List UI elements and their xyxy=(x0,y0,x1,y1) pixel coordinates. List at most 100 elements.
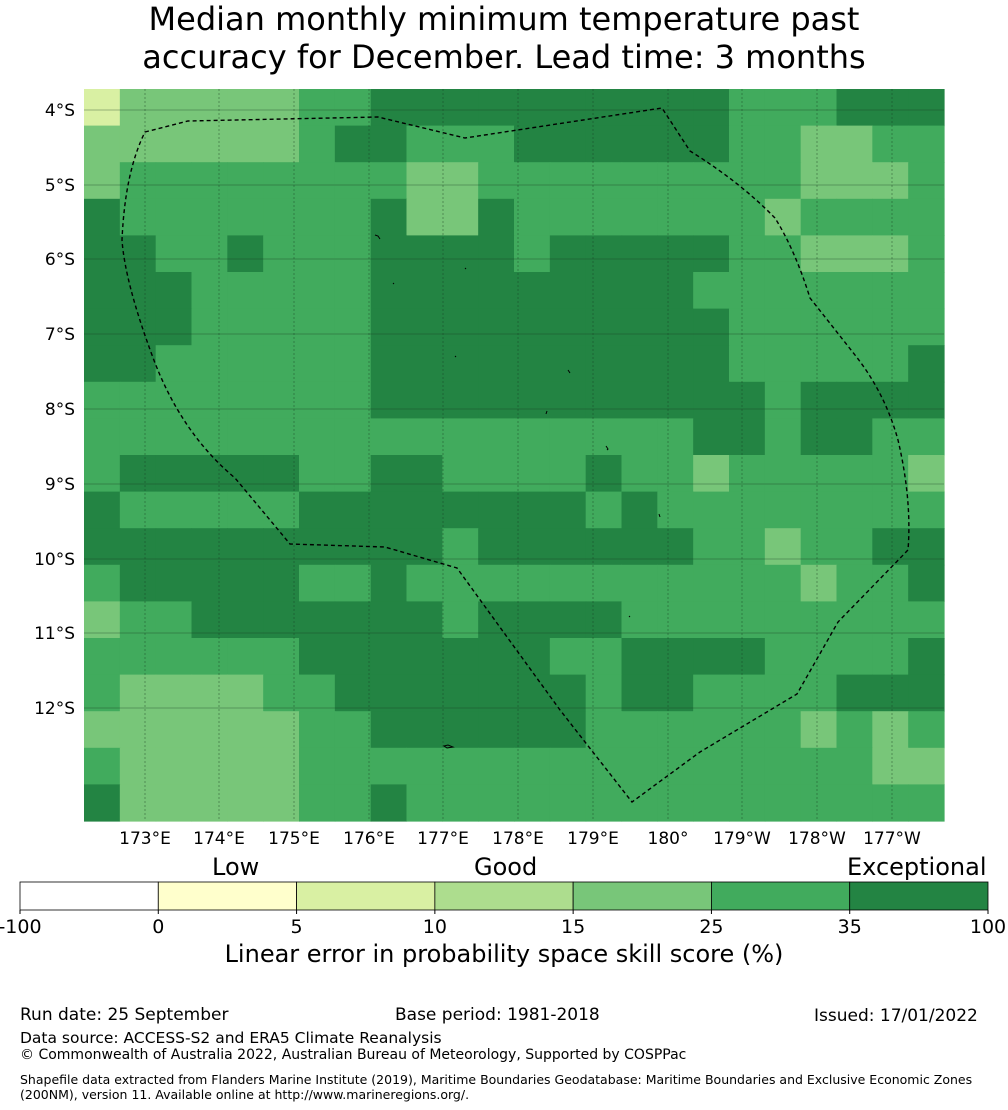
grid-cell xyxy=(549,272,587,310)
colorbar-segment xyxy=(849,881,989,911)
longitude-label: 178°E xyxy=(492,829,544,849)
grid-cell xyxy=(800,601,838,639)
grid-cell xyxy=(549,564,587,602)
grid-cell xyxy=(84,272,121,310)
grid-cell xyxy=(334,784,372,822)
grid-cell xyxy=(800,418,838,456)
grid-cell xyxy=(478,455,515,493)
grid-cell xyxy=(227,198,264,236)
grid-cell xyxy=(514,345,551,383)
skill-map: 4°S 5°S 6°S 7°S 8°S 9°S 10°S 11°S 12°S 173°E 174°… xyxy=(0,89,1006,938)
grid-cell xyxy=(442,235,479,273)
grid-cell xyxy=(836,784,873,822)
grid-cell xyxy=(514,528,551,566)
grid-cell xyxy=(155,418,193,456)
grid-cell xyxy=(729,674,766,712)
grid-cell xyxy=(155,162,193,200)
grid-cell xyxy=(334,345,372,383)
latitude-label: 6°S xyxy=(45,250,75,270)
latitude-label: 9°S xyxy=(45,475,75,495)
grid-cell xyxy=(84,125,121,163)
grid-cell xyxy=(621,491,658,529)
grid-cell xyxy=(908,784,945,822)
grid-cell xyxy=(908,381,945,419)
longitude-label: 179°W xyxy=(713,829,771,849)
longitude-label: 178°W xyxy=(788,829,846,849)
longitude-label: 173°E xyxy=(119,829,171,849)
grid-cell xyxy=(657,564,694,602)
grid-cell xyxy=(299,308,336,346)
grid-cell xyxy=(478,711,515,749)
colorbar-tick-label: 100 xyxy=(970,916,1006,938)
grid-cell xyxy=(549,674,587,712)
grid-cell xyxy=(155,381,193,419)
grid-cell xyxy=(191,638,228,676)
grid-cell xyxy=(478,528,515,566)
grid-cell xyxy=(800,308,838,346)
longitude-label: 174°E xyxy=(193,829,245,849)
grid-cell xyxy=(334,198,372,236)
grid-cell xyxy=(585,235,623,273)
grid-cell xyxy=(478,638,515,676)
grid-cell xyxy=(657,198,694,236)
grid-cell xyxy=(764,198,802,236)
grid-cell xyxy=(585,491,623,529)
grid-cell xyxy=(370,418,408,456)
grid-cell xyxy=(908,125,945,163)
grid-cell xyxy=(800,162,838,200)
grid-cell xyxy=(514,308,551,346)
grid-cell xyxy=(764,638,802,676)
grid-cell xyxy=(657,345,694,383)
grid-cell xyxy=(478,198,515,236)
map-title: Median monthly minimum temperature past … xyxy=(0,0,1008,76)
grid-cell xyxy=(84,381,121,419)
grid-cell xyxy=(729,747,766,785)
grid-cell xyxy=(299,601,336,639)
grid-cell xyxy=(836,162,873,200)
grid-cell xyxy=(585,89,623,127)
grid-cell xyxy=(406,528,443,566)
grid-cell xyxy=(549,308,587,346)
grid-cell xyxy=(872,528,909,566)
grid-cell xyxy=(406,272,443,310)
grid-cell xyxy=(764,491,802,529)
grid-cell xyxy=(836,711,873,749)
grid-cell xyxy=(800,235,838,273)
grid-cell xyxy=(334,638,372,676)
grid-cell xyxy=(191,784,228,822)
grid-cell xyxy=(227,125,264,163)
grid-cell xyxy=(155,235,193,273)
grid-cell xyxy=(549,418,587,456)
data-source: Data source: ACCESS-S2 and ERA5 Climate … xyxy=(20,1029,442,1047)
grid-cell xyxy=(872,491,909,529)
grid-cell xyxy=(908,711,945,749)
grid-cell xyxy=(84,784,121,822)
grid-cell xyxy=(370,747,408,785)
longitude-label: 176°E xyxy=(343,829,395,849)
grid-cell xyxy=(657,528,694,566)
grid-cell xyxy=(693,455,730,493)
grid-cell xyxy=(263,345,300,383)
grid-cell xyxy=(84,308,121,346)
grid-cell xyxy=(478,491,515,529)
grid-cell xyxy=(549,162,587,200)
grid-cell xyxy=(621,455,658,493)
colorbar-heading-exceptional: Exceptional xyxy=(847,853,987,881)
grid-cell xyxy=(263,418,300,456)
colorbar-tick-label: 25 xyxy=(699,916,723,938)
grid-cell xyxy=(227,235,264,273)
grid-cell xyxy=(263,747,300,785)
grid-cell xyxy=(836,272,873,310)
grid-cell xyxy=(155,784,193,822)
grid-cell xyxy=(621,784,658,822)
grid-cell xyxy=(119,564,157,602)
grid-cell xyxy=(872,235,909,273)
grid-cell xyxy=(514,674,551,712)
grid-cell xyxy=(155,638,193,676)
colorbar-segment xyxy=(157,881,297,911)
grid-cell xyxy=(84,162,121,200)
grid-cell xyxy=(585,418,623,456)
grid-cell xyxy=(299,89,336,127)
grid-cell xyxy=(119,711,157,749)
grid-cell xyxy=(908,747,945,785)
